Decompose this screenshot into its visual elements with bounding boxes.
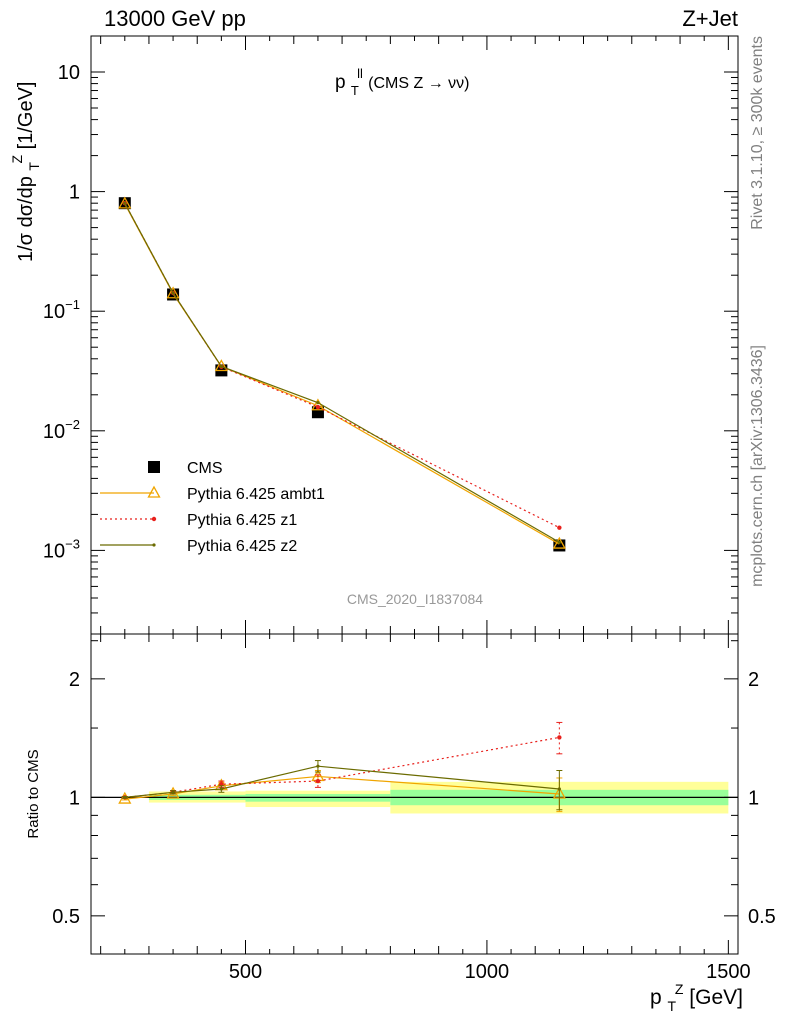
header-process-label: Z+Jet bbox=[682, 6, 738, 31]
x-tick-label-2: 1000 bbox=[465, 961, 510, 983]
ratio-y-tick-label-right-3: 2 bbox=[748, 669, 759, 691]
y-tick-label-2-exp: −2 bbox=[65, 417, 80, 432]
legend: CMS Pythia 6.425 ambt1 Pythia 6.425 z1 Pyth… bbox=[100, 460, 325, 555]
pythia-6-425-z2-point-3 bbox=[219, 364, 223, 369]
x-axis-label-unit: [GeV] bbox=[689, 986, 743, 1009]
header-energy-label: 13000 GeV pp bbox=[104, 6, 246, 31]
pythia-6-425-z2-point-4 bbox=[316, 401, 320, 405]
plot-title: p T ll (CMS Z → νν) bbox=[335, 62, 469, 100]
y-tick-label-1: 10−3 bbox=[43, 536, 80, 562]
x-axis-label: p T Z [GeV] bbox=[650, 976, 743, 1016]
legend-label-cms: CMS bbox=[187, 460, 223, 477]
y-axis-label-sup: Z bbox=[9, 154, 25, 163]
y-tick-label-1-base: 10 bbox=[43, 540, 65, 562]
pythia-6-425-z1-point-4 bbox=[315, 404, 321, 410]
legend-entry-pythia-6-425-z2: Pythia 6.425 z2 bbox=[100, 538, 297, 555]
analysis-watermark: CMS_2020_I1837084 bbox=[347, 591, 483, 607]
pythia-6-425-z1-line bbox=[124, 202, 560, 529]
pythia-6-425-z2-point-1 bbox=[123, 201, 127, 205]
ratio-panel: 0.5 0.5 1 1 2 2 500 1000 1500 Ratio to CMS p T … bbox=[25, 633, 776, 1016]
y-axis-label: 1/σ dσ/dp T Z [1/GeV] bbox=[5, 82, 44, 262]
legend-entry-pythia-6-425-ambt1: Pythia 6.425 ambt1 bbox=[100, 485, 325, 503]
legend-label-pythia-6-425-z1: Pythia 6.425 z1 bbox=[187, 512, 297, 529]
legend-label-pythia-6-425-z2: Pythia 6.425 z2 bbox=[187, 538, 297, 555]
pythia-6-425-z1-point-5 bbox=[557, 525, 562, 530]
plot-title-main: p bbox=[335, 72, 346, 93]
x-axis-label-sup: Z bbox=[675, 981, 684, 997]
y-axis-label-sub: T bbox=[26, 162, 42, 171]
ratio-x-axis: 500 1000 1500 bbox=[100, 634, 751, 983]
rivet-info-label: Rivet 3.1.10, ≥ 300k events bbox=[749, 36, 766, 230]
plot-title-sup: ll bbox=[357, 66, 363, 81]
pythia-6-425-z2-point-5 bbox=[557, 540, 561, 544]
ratio-pythia-6-425-z2-point-3 bbox=[219, 787, 223, 791]
y-tick-label-4: 1 bbox=[69, 182, 80, 204]
ratio-y-tick-label-left-3: 2 bbox=[69, 669, 80, 691]
ratio-y-axis-label: Ratio to CMS bbox=[25, 749, 42, 838]
ratio-pythia-6-425-z2-point-5 bbox=[557, 787, 561, 791]
ratio-pythia-6-425-z1-point-4 bbox=[315, 778, 321, 784]
y-tick-label-2: 10−2 bbox=[43, 417, 80, 443]
y-tick-label-3-exp: −1 bbox=[65, 297, 80, 312]
y-tick-label-5: 10 bbox=[58, 62, 80, 84]
y-tick-label-3-base: 10 bbox=[43, 301, 65, 323]
y-tick-label-1-exp: −3 bbox=[65, 536, 80, 551]
y-axis-label-unit: [1/GeV] bbox=[15, 82, 37, 150]
pythia-6-425-z2-point-2 bbox=[171, 291, 175, 295]
ratio-y-tick-label-left-1: 0.5 bbox=[52, 906, 80, 928]
main-x-ticks bbox=[100, 36, 729, 634]
plot-title-sub: T bbox=[351, 83, 359, 98]
legend-marker-pythia-6-425-ambt1 bbox=[147, 485, 161, 498]
legend-entry-cms: CMS bbox=[148, 460, 223, 477]
y-axis-label-main: 1/σ dσ/dp bbox=[15, 176, 37, 262]
ratio-y-tick-label-left-2: 1 bbox=[69, 787, 80, 809]
legend-label-pythia-6-425-ambt1: Pythia 6.425 ambt1 bbox=[187, 486, 325, 503]
pythia-6-425-ambt1-point-2 bbox=[166, 286, 180, 299]
plot-title-rest: (CMS Z → νν) bbox=[368, 75, 469, 92]
mcplots-reference-label: mcplots.cern.ch [arXiv:1306.3436] bbox=[749, 345, 766, 587]
ratio-y-axis: 0.5 0.5 1 1 2 2 bbox=[52, 640, 776, 928]
x-axis-label-main: p bbox=[650, 986, 662, 1009]
ratio-pythia-6-425-z2-point-1 bbox=[123, 795, 127, 799]
legend-marker-pythia-6-425-z1 bbox=[151, 516, 157, 522]
ratio-plot-content bbox=[91, 721, 738, 814]
pythia-6-425-ambt1-point-3 bbox=[214, 359, 228, 372]
ratio-pythia-6-425-z1-point-5 bbox=[557, 735, 562, 740]
y-tick-label-2-base: 10 bbox=[43, 421, 65, 443]
pythia-6-425-ambt1-point-1 bbox=[118, 196, 132, 209]
pythia-6-425-ambt1-point-5 bbox=[552, 536, 566, 549]
legend-marker-pythia-6-425-z2 bbox=[152, 543, 156, 547]
main-plot-content bbox=[118, 196, 566, 552]
x-tick-label-3: 1500 bbox=[706, 961, 751, 983]
x-tick-label-1: 500 bbox=[229, 961, 262, 983]
x-axis-label-sub: T bbox=[667, 998, 676, 1014]
ratio-y-tick-label-right-1: 0.5 bbox=[748, 906, 776, 928]
ratio-pythia-6-425-z2-point-2 bbox=[171, 790, 175, 794]
y-tick-label-3: 10−1 bbox=[43, 297, 80, 323]
legend-entry-pythia-6-425-z1: Pythia 6.425 z1 bbox=[100, 512, 297, 529]
ratio-pythia-6-425-z2-point-4 bbox=[316, 764, 320, 768]
legend-marker-cms bbox=[148, 461, 160, 473]
ratio-y-tick-label-right-2: 1 bbox=[748, 787, 759, 809]
ratio-pythia-6-425-z1-line bbox=[124, 736, 560, 798]
